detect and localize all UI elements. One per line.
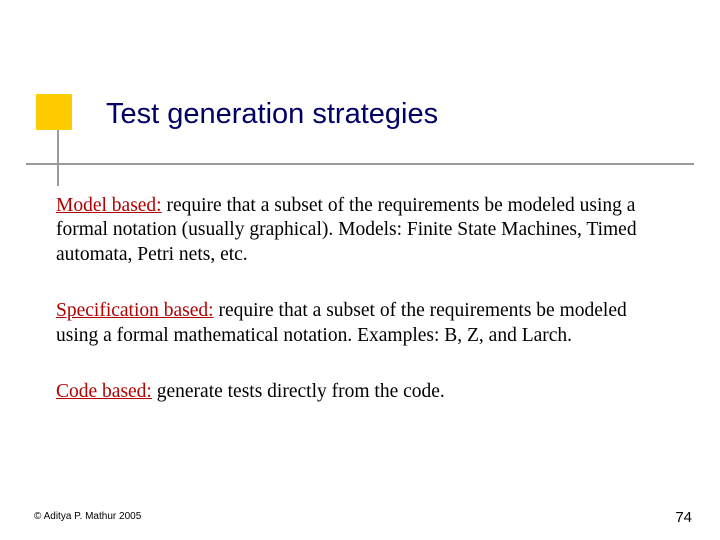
paragraph-specification-based: Specification based: require that a subs… (56, 299, 668, 348)
slide-title: Test generation strategies (106, 98, 438, 131)
paragraph-code-based: Code based: generate tests directly from… (56, 380, 668, 404)
copyright-text: © Aditya P. Mathur 2005 (34, 511, 141, 522)
horizontal-rule (26, 163, 694, 165)
paragraph-heading: Code based: (56, 381, 152, 402)
paragraph-heading: Model based: (56, 195, 162, 216)
paragraph-heading: Specification based: (56, 300, 214, 321)
slide: Test generation strategies Model based: … (0, 0, 720, 540)
vertical-rule (57, 130, 59, 186)
accent-square (36, 94, 72, 130)
paragraph-model-based: Model based: require that a subset of th… (56, 194, 668, 267)
paragraph-text: generate tests directly from the code. (152, 381, 445, 402)
slide-header: Test generation strategies (0, 0, 720, 170)
page-number: 74 (675, 509, 692, 526)
slide-body: Model based: require that a subset of th… (56, 194, 668, 404)
